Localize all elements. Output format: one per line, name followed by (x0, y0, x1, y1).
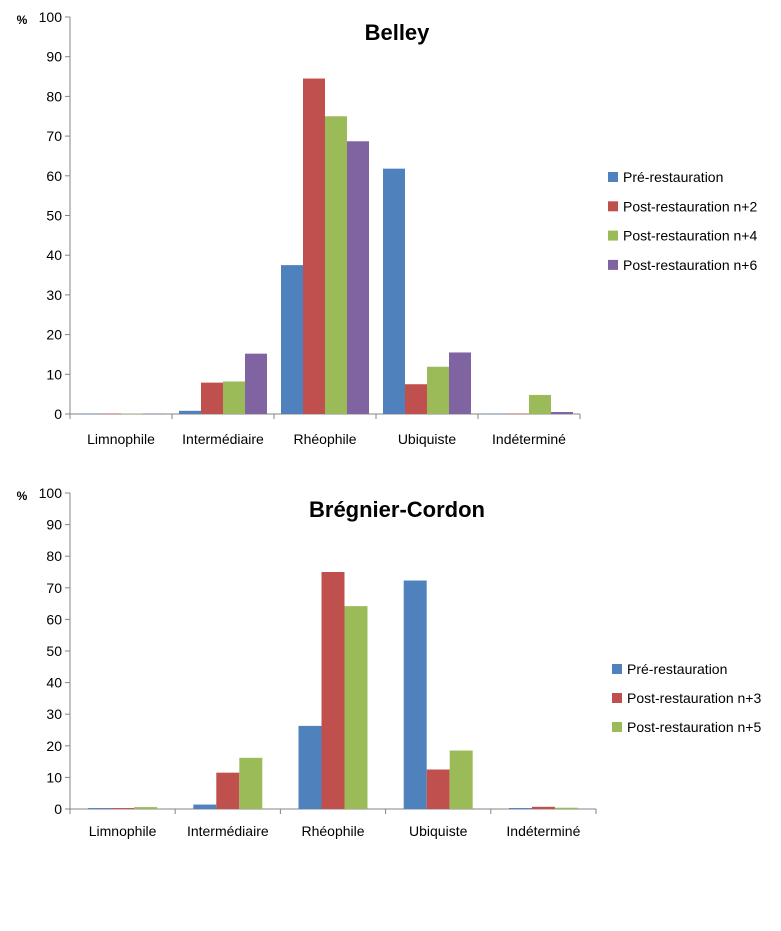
y-tick-label: 100 (39, 485, 63, 501)
bar (99, 413, 121, 415)
bar (383, 168, 405, 414)
legend-label: Post-restauration n+6 (623, 257, 757, 273)
bar (449, 750, 473, 809)
x-tick-label: Rhéophile (301, 823, 364, 839)
y-axis-label: % (17, 489, 28, 503)
y-tick-label: 50 (46, 208, 62, 224)
bar (531, 806, 555, 809)
chart-bregnier-cordon: Brégnier-Cordon% 0 10 20 30 40 50 60 70 80 90 100 Li… (0, 463, 781, 926)
y-tick-label: 30 (46, 706, 62, 722)
legend-label: Post-restauration n+2 (623, 198, 757, 214)
bar (303, 78, 325, 414)
x-tick-label: Indéterminé (492, 431, 566, 447)
legend-swatch (608, 259, 618, 270)
bar (321, 572, 345, 809)
bar (134, 807, 158, 809)
x-tick-label: Indéterminé (506, 823, 580, 839)
y-tick-label: 60 (46, 168, 62, 184)
bar (325, 116, 347, 414)
legend-swatch (612, 693, 622, 703)
y-tick-label: 60 (46, 611, 62, 627)
y-tick-label: 80 (46, 88, 62, 104)
y-tick-label: 100 (39, 9, 63, 25)
y-tick-label: 30 (46, 287, 62, 303)
bar (529, 394, 551, 414)
bar (426, 769, 450, 809)
bar (344, 606, 368, 809)
bar (551, 412, 573, 414)
y-tick-label: 0 (54, 801, 62, 817)
bar (179, 410, 201, 414)
chart-title: Brégnier-Cordon (309, 497, 485, 522)
y-tick-label: 20 (46, 738, 62, 754)
x-tick-label: Intermédiaire (187, 823, 269, 839)
y-tick-label: 90 (46, 49, 62, 65)
x-tick-label: Limnophile (87, 431, 155, 447)
y-tick-label: 90 (46, 517, 62, 533)
bar (111, 808, 135, 809)
bar (201, 382, 223, 414)
legend-label: Post-restauration n+4 (623, 228, 757, 244)
x-tick-label: Ubiquiste (409, 823, 468, 839)
chart-bregnier-cordon-svg: Brégnier-Cordon% 0 10 20 30 40 50 60 70 80 90 100 Li… (17, 485, 762, 839)
bar (485, 413, 507, 415)
legend-label: Post-restauration n+5 (627, 719, 761, 735)
y-tick-label: 20 (46, 327, 62, 343)
y-tick-label: 10 (46, 769, 62, 785)
y-tick-label: 70 (46, 580, 62, 596)
legend-swatch (608, 201, 618, 212)
bar (298, 725, 322, 809)
x-tick-label: Rhéophile (293, 431, 356, 447)
bar (121, 413, 143, 415)
bar (347, 141, 369, 415)
bar (508, 808, 532, 809)
bar (245, 353, 267, 414)
y-tick-label: 50 (46, 643, 62, 659)
bar (88, 808, 112, 809)
bar (403, 580, 427, 809)
legend-swatch (608, 230, 618, 241)
y-tick-label: 70 (46, 128, 62, 144)
bar (193, 804, 217, 809)
bar (405, 384, 427, 414)
bar (427, 366, 449, 414)
y-axis-label: % (17, 13, 28, 27)
bar (281, 265, 303, 414)
x-tick-label: Limnophile (89, 823, 157, 839)
bar (77, 413, 99, 415)
chart-belley-svg: Belley% 0 10 20 30 40 50 60 70 80 90 100 Limnophile I… (17, 9, 758, 447)
y-tick-label: 40 (46, 247, 62, 263)
y-tick-label: 80 (46, 548, 62, 564)
x-tick-label: Ubiquiste (398, 431, 457, 447)
bar (239, 757, 263, 809)
legend-swatch (612, 722, 622, 732)
legend-label: Pré-restauration (627, 661, 727, 677)
y-tick-label: 0 (54, 406, 62, 422)
legend-swatch (612, 664, 622, 674)
y-tick-label: 40 (46, 675, 62, 691)
bar (223, 381, 245, 414)
bar (216, 772, 240, 809)
bar (143, 413, 165, 415)
x-tick-label: Intermédiaire (182, 431, 264, 447)
y-tick-label: 10 (46, 366, 62, 382)
legend-swatch (608, 172, 618, 182)
bar (449, 352, 471, 414)
legend-label: Pré-restauration (623, 169, 723, 185)
legend-label: Post-restauration n+3 (627, 690, 761, 706)
bar (507, 413, 529, 415)
chart-belley: Belley% 0 10 20 30 40 50 60 70 80 90 100 Limnophile I… (0, 0, 781, 463)
chart-title: Belley (365, 20, 431, 45)
bar (554, 807, 578, 809)
